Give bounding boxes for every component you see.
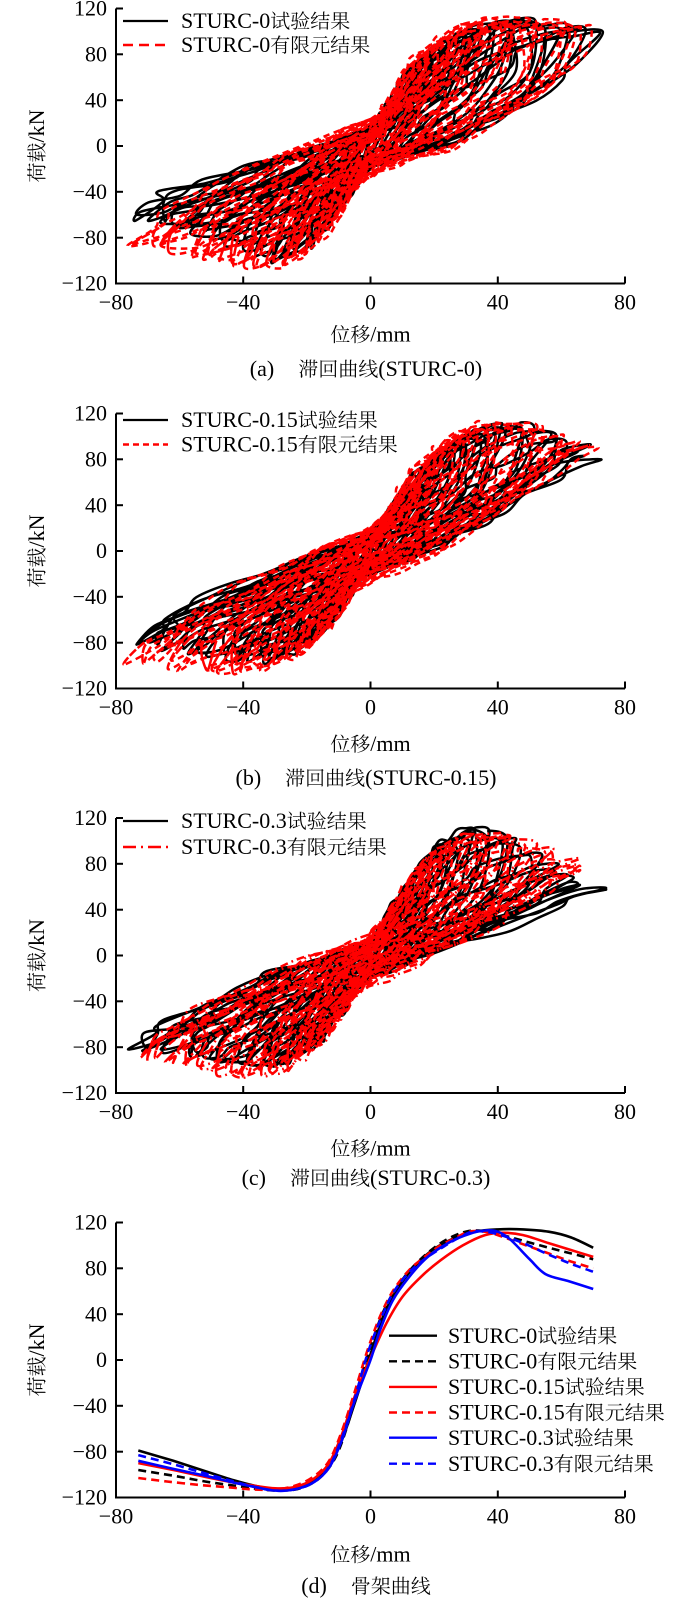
svg-text:0: 0 — [96, 133, 107, 158]
svg-text:−80: −80 — [73, 1439, 107, 1464]
svg-text:−80: −80 — [73, 225, 107, 250]
svg-text:40: 40 — [85, 897, 107, 922]
svg-text:80: 80 — [85, 851, 107, 876]
svg-text:−120: −120 — [62, 1485, 107, 1510]
svg-text:0: 0 — [365, 1099, 376, 1124]
svg-text:0: 0 — [365, 290, 376, 315]
svg-text:/kN: /kN — [24, 109, 49, 142]
svg-text:40: 40 — [85, 492, 107, 517]
svg-text:(d): (d) — [301, 1573, 327, 1598]
svg-text:80: 80 — [614, 1504, 636, 1529]
svg-text:/mm: /mm — [370, 1542, 410, 1567]
svg-text:−40: −40 — [73, 179, 107, 204]
svg-text:/mm: /mm — [370, 731, 410, 756]
svg-text:40: 40 — [85, 87, 107, 112]
svg-text:(b): (b) — [236, 765, 262, 790]
svg-text:/kN: /kN — [24, 919, 49, 952]
svg-text:/mm: /mm — [370, 1136, 410, 1161]
svg-text:40: 40 — [487, 695, 509, 720]
svg-text:80: 80 — [614, 695, 636, 720]
svg-text:(c): (c) — [242, 1165, 266, 1190]
svg-text:−120: −120 — [62, 271, 107, 296]
svg-text:STURC-0.15: STURC-0.15 — [448, 1400, 565, 1425]
svg-text:40: 40 — [85, 1301, 107, 1326]
svg-text:0: 0 — [365, 695, 376, 720]
svg-text:STURC-0.15: STURC-0.15 — [181, 407, 298, 432]
svg-text:−80: −80 — [73, 630, 107, 655]
svg-text:STURC-0.3: STURC-0.3 — [448, 1425, 554, 1450]
svg-text:−120: −120 — [62, 1080, 107, 1105]
svg-text:80: 80 — [85, 447, 107, 472]
svg-text:STURC-0: STURC-0 — [181, 8, 270, 33]
svg-text:−40: −40 — [73, 1393, 107, 1418]
svg-text:−80: −80 — [99, 695, 133, 720]
svg-text:40: 40 — [487, 290, 509, 315]
svg-text:0: 0 — [96, 943, 107, 968]
svg-text:(STURC-0): (STURC-0) — [378, 356, 482, 381]
svg-text:−40: −40 — [226, 695, 260, 720]
svg-text:−120: −120 — [62, 676, 107, 701]
svg-text:STURC-0.3: STURC-0.3 — [181, 808, 287, 833]
svg-text:STURC-0.15: STURC-0.15 — [448, 1374, 565, 1399]
svg-text:STURC-0.3: STURC-0.3 — [181, 834, 287, 859]
svg-text:−80: −80 — [73, 1034, 107, 1059]
svg-text:80: 80 — [614, 290, 636, 315]
svg-text:40: 40 — [487, 1504, 509, 1529]
svg-text:−40: −40 — [73, 584, 107, 609]
svg-text:120: 120 — [74, 401, 107, 426]
svg-text:80: 80 — [614, 1099, 636, 1124]
svg-text:STURC-0: STURC-0 — [448, 1349, 537, 1374]
svg-text:0: 0 — [96, 538, 107, 563]
svg-text:(STURC-0.3): (STURC-0.3) — [370, 1165, 490, 1190]
svg-text:/kN: /kN — [24, 514, 49, 547]
svg-text:−40: −40 — [226, 290, 260, 315]
svg-text:120: 120 — [74, 805, 107, 830]
svg-text:STURC-0: STURC-0 — [448, 1323, 537, 1348]
svg-text:−40: −40 — [73, 989, 107, 1014]
svg-text:(a): (a) — [250, 356, 274, 381]
svg-text:−80: −80 — [99, 1099, 133, 1124]
svg-text:−80: −80 — [99, 290, 133, 315]
svg-text:STURC-0: STURC-0 — [181, 32, 270, 57]
svg-text:−80: −80 — [99, 1504, 133, 1529]
svg-text:80: 80 — [85, 1256, 107, 1281]
svg-text:−40: −40 — [226, 1099, 260, 1124]
svg-text:0: 0 — [96, 1347, 107, 1372]
svg-text:40: 40 — [487, 1099, 509, 1124]
svg-text:STURC-0.15: STURC-0.15 — [181, 432, 298, 457]
svg-text:STURC-0.3: STURC-0.3 — [448, 1451, 554, 1476]
svg-text:80: 80 — [85, 42, 107, 67]
svg-text:(STURC-0.15): (STURC-0.15) — [365, 765, 496, 790]
svg-text:/kN: /kN — [24, 1323, 49, 1356]
svg-text:120: 120 — [74, 1210, 107, 1235]
svg-text:−40: −40 — [226, 1504, 260, 1529]
svg-text:0: 0 — [365, 1504, 376, 1529]
svg-text:120: 120 — [74, 0, 107, 21]
svg-text:/mm: /mm — [370, 322, 410, 347]
